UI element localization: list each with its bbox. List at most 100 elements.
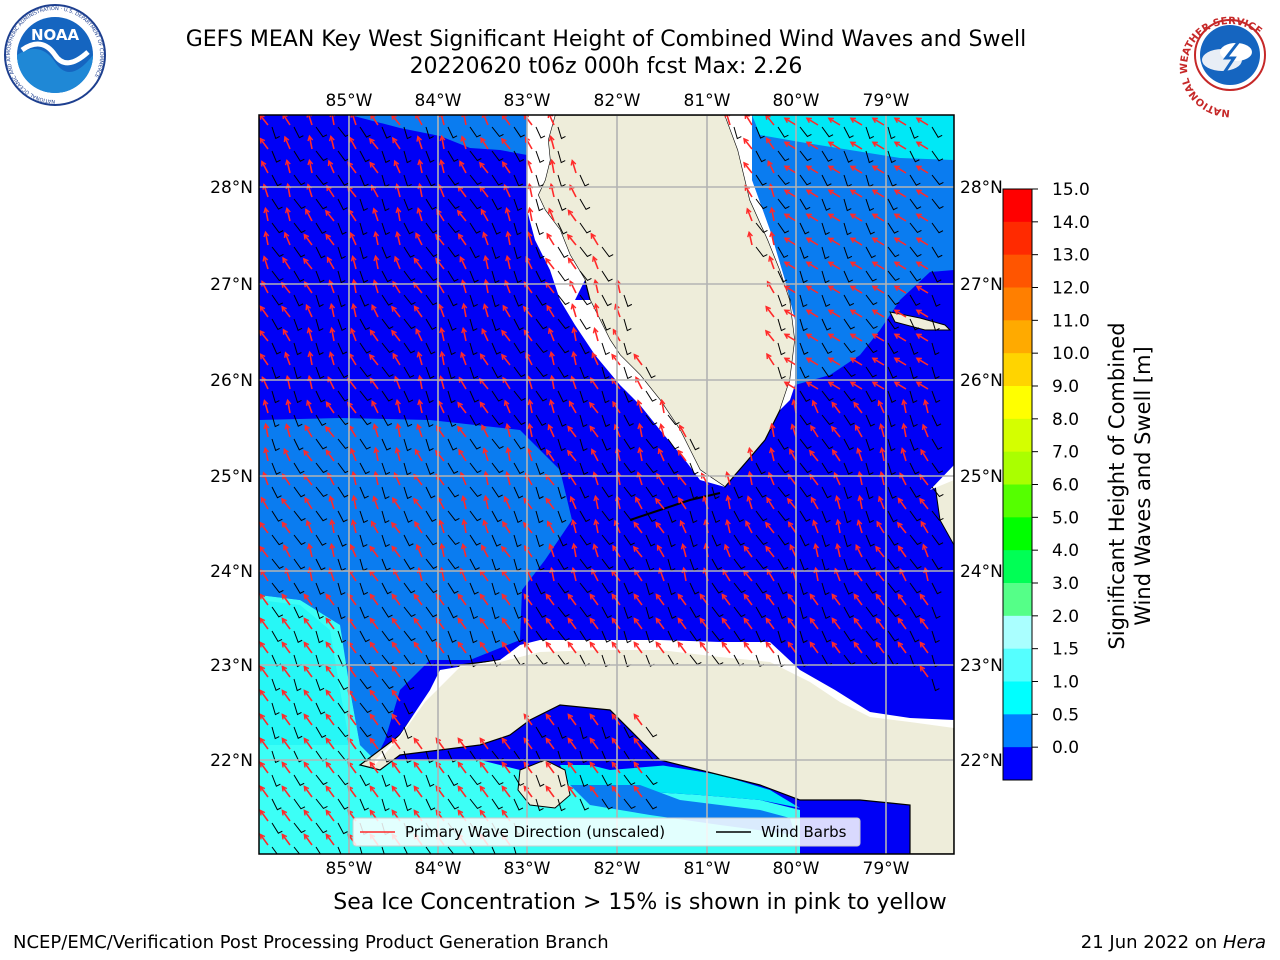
lat-label: 28°N xyxy=(960,178,1003,198)
wind-barb xyxy=(491,390,503,402)
wave-arrow-head xyxy=(566,449,573,456)
wind-barb xyxy=(887,390,897,404)
wind-barb xyxy=(623,630,632,644)
wave-arrow-head xyxy=(567,737,574,744)
wind-barb xyxy=(557,558,569,570)
wave-arrow-head xyxy=(435,593,442,600)
colorbar-tick-label: 6.0 xyxy=(1052,476,1079,496)
wave-arrow-head xyxy=(391,115,397,120)
wind-barb xyxy=(645,534,656,547)
wind-barb xyxy=(909,630,920,643)
wind-barb xyxy=(623,486,636,498)
wave-arrow-head xyxy=(479,593,486,600)
wind-barb xyxy=(271,294,283,306)
wave-direction-arrow xyxy=(506,232,511,246)
wave-direction-arrow xyxy=(304,497,313,510)
wave-direction-arrow xyxy=(875,642,885,654)
wave-arrow-head xyxy=(611,785,618,792)
lon-label: 84°W xyxy=(415,859,462,879)
wind-barb xyxy=(887,294,900,306)
wind-barb xyxy=(799,198,811,210)
wave-arrow-head xyxy=(721,641,728,648)
wave-arrow-head xyxy=(456,209,463,216)
wave-direction-arrow xyxy=(743,138,753,150)
wave-direction-arrow xyxy=(303,786,313,798)
wind-barb xyxy=(469,270,479,283)
wave-direction-arrow xyxy=(371,305,379,318)
wind-barb xyxy=(557,198,567,211)
wind-barb xyxy=(315,726,327,739)
wind-barb xyxy=(909,150,920,163)
wave-direction-arrow xyxy=(850,381,863,390)
wave-arrow-head xyxy=(371,400,377,407)
wave-arrow-head xyxy=(439,542,446,550)
wind-barb xyxy=(293,486,306,498)
wind-barb xyxy=(645,510,657,523)
wave-direction-arrow xyxy=(392,497,401,510)
wave-arrow-head xyxy=(415,232,421,239)
wave-arrow-head xyxy=(413,593,420,600)
wave-band-05-10-atlantic xyxy=(752,115,954,385)
lat-label: 26°N xyxy=(210,371,253,391)
wave-arrow-head xyxy=(501,161,508,168)
wave-arrow-head xyxy=(501,617,508,624)
wave-arrow-head xyxy=(500,137,507,144)
wind-barb xyxy=(425,342,436,355)
wind-barb xyxy=(447,462,459,475)
wind-barb xyxy=(337,150,350,162)
wave-arrow-head xyxy=(897,593,904,600)
colorbar-tick-label: 10.0 xyxy=(1052,344,1090,364)
wave-arrow-head xyxy=(303,833,310,840)
wave-direction-arrow xyxy=(457,642,467,654)
wave-arrow-head xyxy=(789,543,795,551)
wind-barb xyxy=(865,510,874,524)
wind-barb xyxy=(425,294,438,306)
wind-barb xyxy=(381,342,394,354)
wave-arrow-head xyxy=(303,785,310,792)
wave-arrow-head xyxy=(328,351,335,358)
wind-barb xyxy=(381,198,390,212)
wind-barb xyxy=(293,678,302,692)
wind-barb xyxy=(733,582,746,594)
wind-barb xyxy=(755,222,768,234)
wind-barb xyxy=(403,246,415,258)
wave-arrow-head xyxy=(567,713,574,720)
wave-direction-arrow xyxy=(721,642,731,654)
wind-barb xyxy=(623,798,636,810)
wave-direction-arrow xyxy=(501,570,511,582)
wind-barb xyxy=(337,438,350,450)
wave-arrow-head xyxy=(325,833,332,840)
wind-barb xyxy=(315,150,328,162)
wind-barb xyxy=(821,582,830,596)
colorbar-tick-label: 1.0 xyxy=(1052,673,1079,693)
wave-direction-arrow xyxy=(462,496,467,510)
wind-barb xyxy=(469,342,478,356)
wind-barb xyxy=(337,678,349,691)
wave-arrow-head xyxy=(612,544,618,552)
wind-barb xyxy=(315,246,326,259)
wave-direction-arrow xyxy=(591,449,599,462)
wave-arrow-head xyxy=(571,326,578,334)
wave-arrow-head xyxy=(259,761,266,768)
wind-barb xyxy=(359,222,368,236)
wave-arrow-head xyxy=(548,543,554,550)
wind-barb xyxy=(909,174,921,186)
wave-direction-arrow xyxy=(285,424,291,438)
wave-arrow-head xyxy=(633,785,640,792)
wave-direction-arrow xyxy=(506,256,511,270)
wave-arrow-head xyxy=(546,304,552,311)
wave-direction-arrow xyxy=(369,786,379,798)
wave-direction-arrow xyxy=(325,642,335,654)
wave-band-10-15-atlantic xyxy=(752,115,954,160)
wind-barb xyxy=(359,798,369,811)
wave-arrow-head xyxy=(281,689,288,696)
wind-barb xyxy=(425,750,434,764)
wave-arrow-head xyxy=(259,809,266,816)
lat-label: 22°N xyxy=(960,751,1003,771)
wave-direction-arrow xyxy=(264,424,269,438)
wave-arrow-head xyxy=(479,617,486,624)
wind-barb xyxy=(777,438,789,450)
wave-band-00-05-caribbean xyxy=(520,715,670,770)
wave-direction-arrow xyxy=(348,425,357,438)
wave-direction-arrow xyxy=(894,261,907,270)
